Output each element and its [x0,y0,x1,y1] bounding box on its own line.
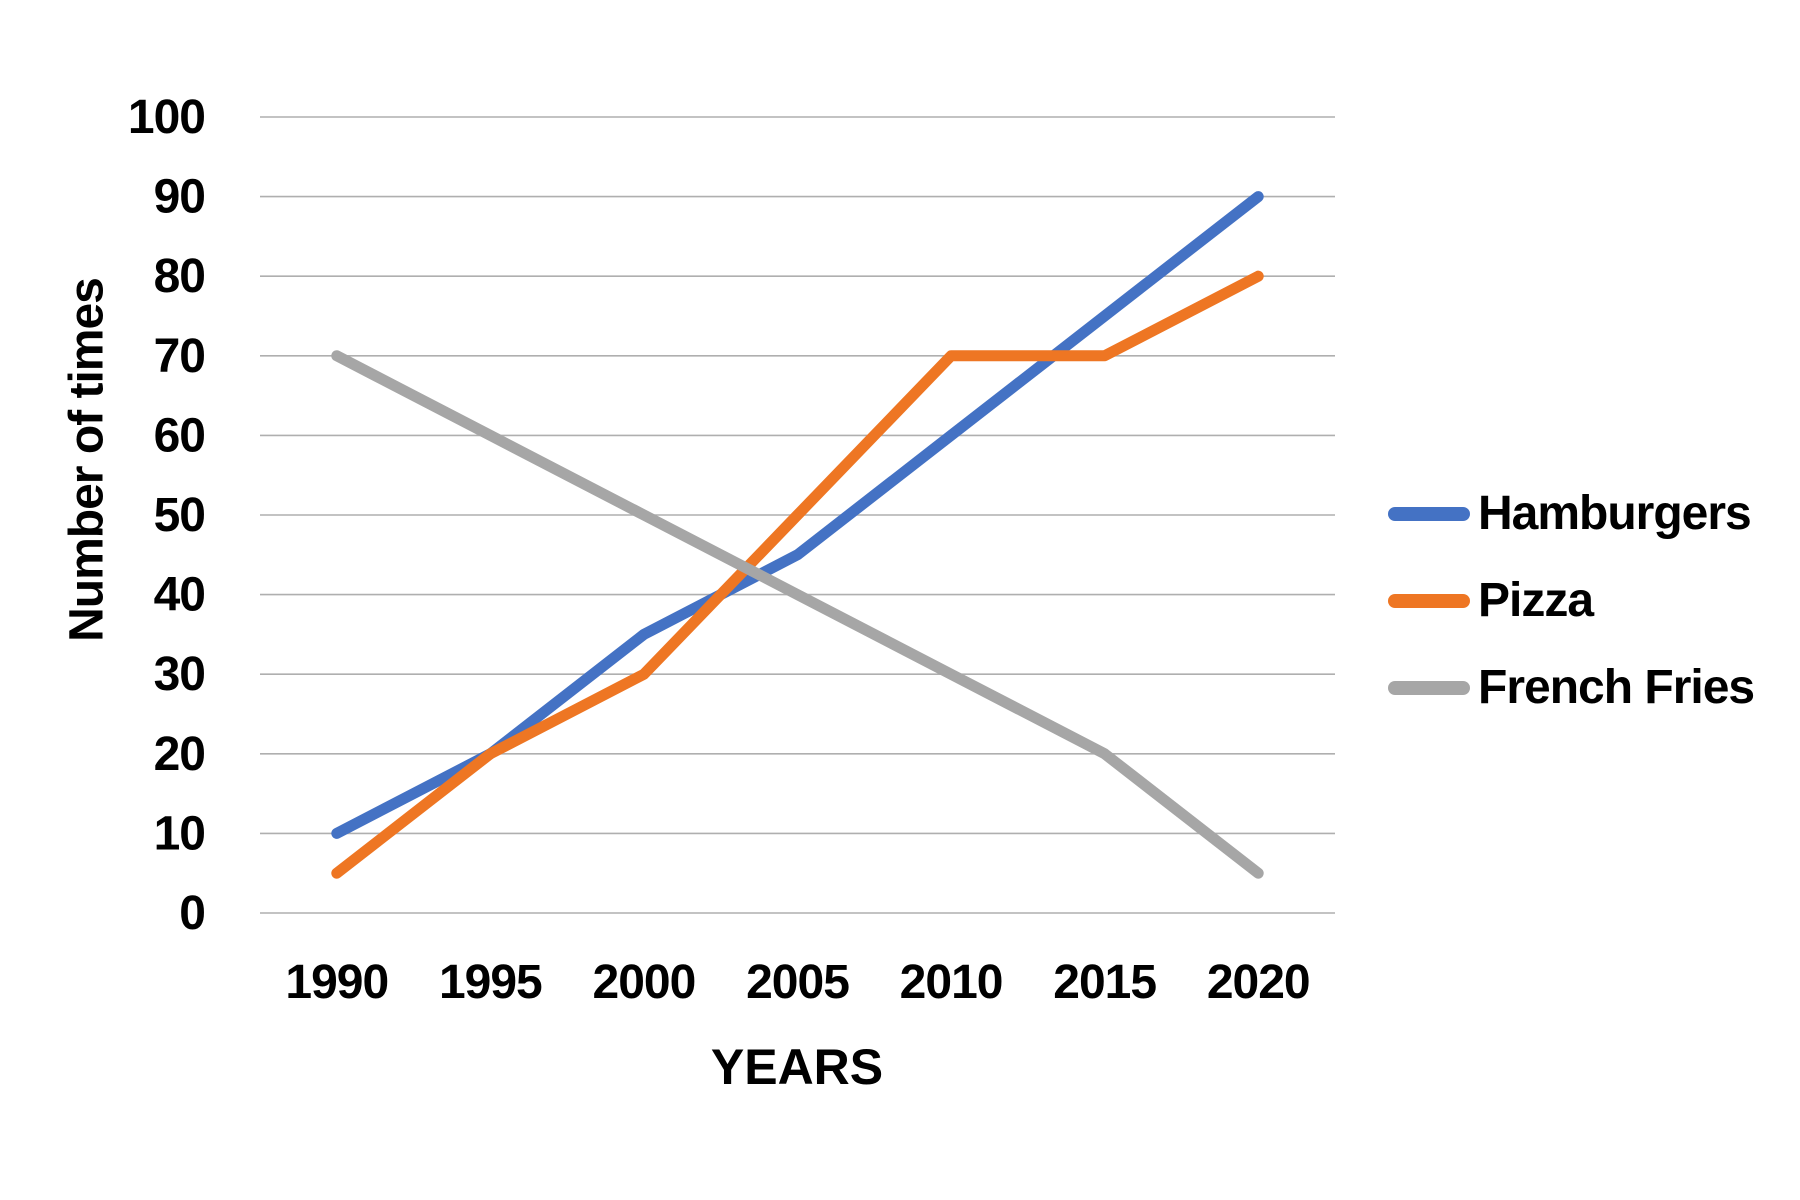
legend-swatch-hamburgers-icon [1388,506,1470,521]
x-tick-labels-group: 1990 1995 2000 2005 2010 2015 2020 [285,956,1310,1009]
legend-item-french-fries: French Fries [1388,644,1755,731]
legend-label-french-fries: French Fries [1478,661,1755,714]
y-tick-label: 10 [154,807,205,860]
series-line-pizza [331,270,1264,879]
series-lines-group [331,191,1264,879]
y-tick-label: 100 [128,91,205,144]
y-tick-label: 0 [179,887,205,940]
legend: Hamburgers Pizza French Fries [1388,470,1755,731]
y-tick-labels-group: 0 10 20 30 40 50 60 70 80 90 100 [128,91,206,940]
legend-item-hamburgers: Hamburgers [1388,470,1754,557]
series-line-french-fries [331,350,1264,879]
x-axis-title: YEARS [710,1039,884,1095]
legend-swatch-pizza-icon [1388,593,1470,608]
x-tick-label: 2010 [900,956,1003,1009]
x-tick-label: 1990 [285,956,388,1009]
y-tick-label: 70 [154,330,205,383]
legend-label-hamburgers: Hamburgers [1478,487,1752,540]
y-tick-label: 50 [154,489,205,542]
y-tick-label: 40 [154,569,205,622]
x-tick-label: 2005 [746,956,849,1009]
x-tick-label: 2000 [593,956,696,1009]
y-tick-label: 20 [154,728,205,781]
y-tick-label: 30 [154,648,205,701]
x-tick-label: 2015 [1053,956,1156,1009]
legend-label-pizza: Pizza [1478,574,1594,627]
y-tick-label: 90 [154,171,205,224]
y-axis-title: Number of times [60,278,114,642]
legend-swatch-french-fries-icon [1388,680,1470,695]
legend-item-pizza: Pizza [1388,557,1754,644]
x-tick-label: 1995 [439,956,542,1009]
x-tick-label: 2020 [1207,956,1310,1009]
y-tick-label: 60 [154,409,205,462]
y-tick-label: 80 [154,250,205,303]
